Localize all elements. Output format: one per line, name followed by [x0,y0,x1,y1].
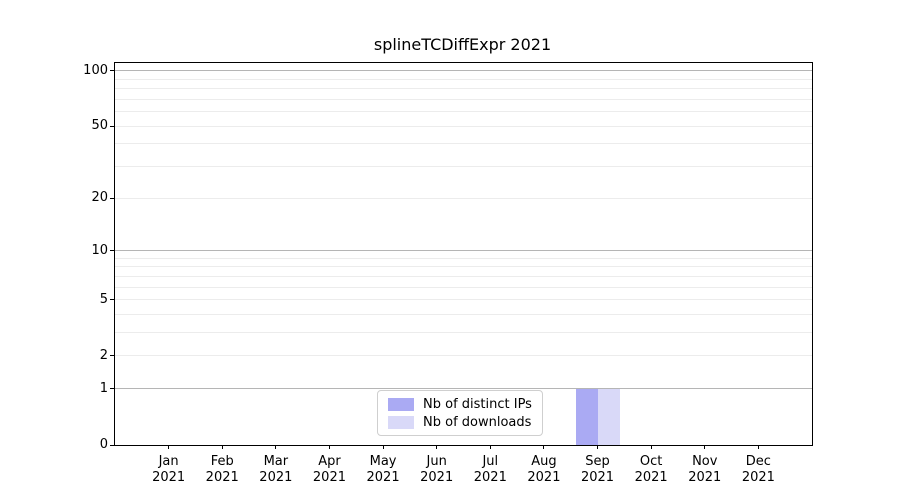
y-tick-mark [110,197,114,199]
minor-gridline [115,355,812,357]
x-tick-mark [489,445,491,449]
x-tick-mark [382,445,384,449]
x-tick-label: Sep 2021 [580,454,615,485]
x-tick-mark [221,445,223,449]
x-tick-mark [275,445,277,449]
x-tick-mark [597,445,599,449]
x-tick-label: Mar 2021 [259,454,293,485]
major-gridline [115,388,812,390]
x-tick-label: May 2021 [366,454,400,485]
minor-gridline [115,78,812,80]
x-tick-label: Jun 2021 [420,454,454,485]
legend-item-distinct-ips: Nb of distinct IPs [388,396,532,412]
major-gridline [115,70,812,72]
y-tick-label: 50 [91,118,108,134]
x-tick-label: Aug 2021 [527,454,561,485]
minor-gridline [115,88,812,90]
y-tick-mark [110,299,114,301]
x-tick-mark [543,445,545,449]
minor-gridline [115,125,812,127]
y-tick-mark [110,250,114,251]
x-tick-mark [436,445,438,449]
y-tick-mark [110,125,114,127]
bar-downloads [597,388,620,445]
legend-swatch-distinct-ips-icon [388,397,414,411]
minor-gridline [115,165,812,167]
minor-gridline [115,266,812,268]
legend-label-downloads: Nb of downloads [423,414,532,430]
legend-item-downloads: Nb of downloads [388,414,532,430]
y-tick-mark [110,388,114,390]
x-tick-mark [650,445,652,449]
legend-label-distinct-ips: Nb of distinct IPs [423,396,532,412]
x-tick-mark [168,445,170,449]
y-tick-label: 100 [83,62,108,78]
minor-gridline [115,299,812,301]
y-tick-label: 10 [91,242,108,258]
minor-gridline [115,111,812,113]
x-tick-mark [704,445,706,449]
minor-gridline [115,143,812,145]
minor-gridline [115,313,812,315]
x-tick-mark [328,445,330,449]
y-tick-label: 5 [99,291,108,307]
x-tick-label: Jan 2021 [152,454,186,485]
minor-gridline [115,257,812,259]
x-tick-mark [757,445,759,449]
y-tick-mark [110,355,114,357]
x-tick-label: Apr 2021 [312,454,346,485]
bar-distinct-ips [575,388,598,445]
minor-gridline [115,98,812,100]
x-tick-label: Nov 2021 [688,454,722,485]
x-tick-label: Jul 2021 [473,454,507,485]
plot-area: Nb of distinct IPs Nb of downloads 0 1 2 5 1… [83,62,813,485]
legend-swatch-downloads-icon [388,415,414,429]
legend: Nb of distinct IPs Nb of downloads [377,390,543,436]
y-tick-label: 2 [99,347,108,363]
y-tick-label: 0 [99,437,108,452]
minor-gridline [115,332,812,334]
chart-title: splineTCDiffExpr 2021 [373,35,552,54]
y-tick-label: 1 [99,380,108,396]
x-tick-label: Feb 2021 [205,454,239,485]
y-tick-label: 20 [91,190,108,206]
major-gridline [115,250,812,251]
y-tick-mark [110,70,114,72]
x-tick-label: Oct 2021 [634,454,668,485]
minor-gridline [115,286,812,288]
y-tick-mark [110,444,114,446]
minor-gridline [115,197,812,199]
minor-gridline [115,275,812,277]
x-tick-label: Dec 2021 [741,454,775,485]
